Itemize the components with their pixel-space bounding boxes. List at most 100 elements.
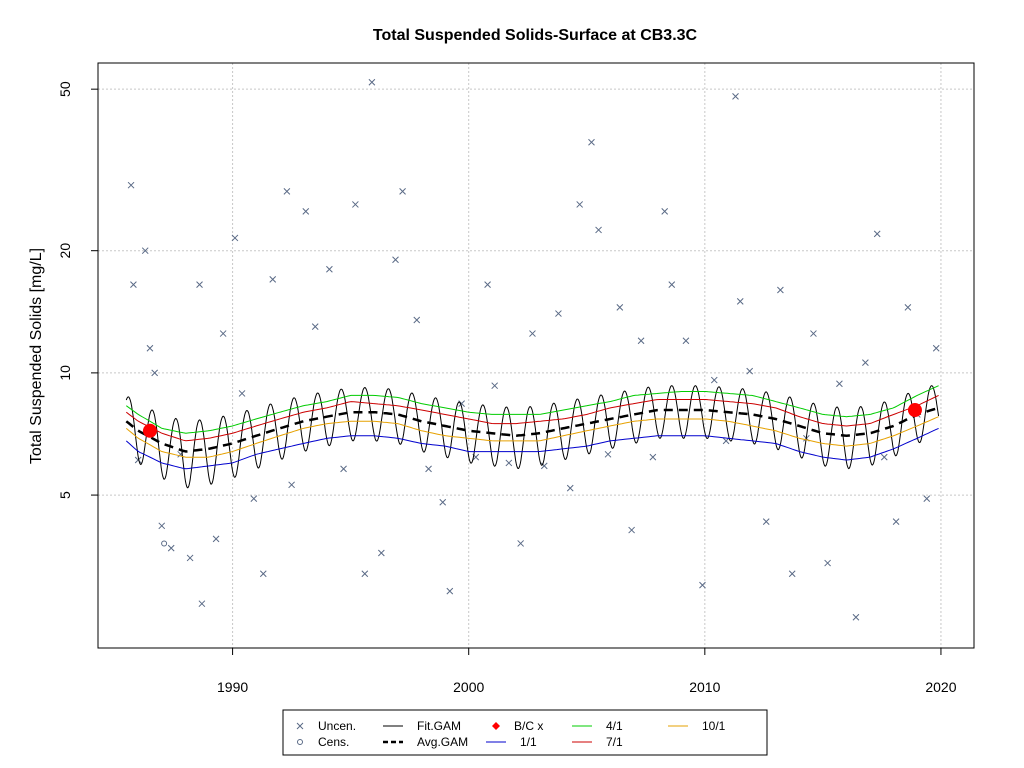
uncensored-point [219, 330, 227, 337]
uncensored-point [736, 298, 744, 305]
legend-label: 1/1 [520, 735, 537, 749]
series-line-4-1 [126, 385, 939, 434]
x-axis: 1990 2000 2010 2020 [217, 647, 957, 695]
y-tick-label: 20 [57, 243, 73, 259]
uncensored-point [352, 201, 359, 208]
uncensored-point [186, 554, 194, 562]
y-axis-label: Total Suspended Solids [mg/L] [28, 248, 45, 464]
legend-label: 10/1 [702, 719, 726, 733]
legend-label: Uncen. [318, 719, 356, 733]
legend-label: 7/1 [606, 735, 623, 749]
uncensored-point [311, 323, 319, 330]
legend-label: 4/1 [606, 719, 623, 733]
uncensored-point [413, 316, 421, 324]
x-tick-label: 1990 [217, 679, 248, 695]
gam-curves [125, 385, 940, 489]
uncensored-point [326, 265, 333, 273]
uncensored-point [588, 138, 595, 146]
uncensored-point [852, 613, 860, 621]
censored-points [161, 540, 168, 547]
bc-points [142, 403, 922, 438]
uncensored-point [134, 456, 142, 464]
uncensored-point [555, 310, 562, 317]
uncensored-point [283, 188, 291, 195]
legend-item-cens-: Cens. [297, 735, 349, 749]
uncensored-point [637, 337, 645, 345]
uncensored-point [167, 544, 175, 552]
uncensored-point [892, 518, 900, 526]
legend-item-10-1: 10/1 [668, 719, 726, 733]
legend-item-avg-gam: Avg.GAM [383, 735, 468, 749]
uncensored-point [529, 330, 536, 337]
legend-item-fit-gam: Fit.GAM [383, 719, 461, 733]
uncensored-point [198, 600, 206, 608]
uncensored-point [439, 498, 447, 506]
uncensored-point [288, 481, 295, 489]
uncensored-points [127, 78, 940, 621]
bc-point [142, 423, 157, 438]
uncensored-point [616, 304, 624, 311]
uncensored-point [661, 208, 669, 215]
uncensored-point [368, 78, 376, 86]
legend-item-7-1: 7/1 [572, 735, 623, 749]
uncensored-point [505, 459, 513, 467]
legend: Uncen. Cens. Fit.GAM Avg.GAM B/C x 1/1 4/1 7/1 1… [282, 709, 768, 756]
uncensored-point [873, 230, 881, 238]
uncensored-point [141, 247, 149, 255]
uncensored-point [722, 437, 730, 445]
uncensored-point [484, 281, 491, 288]
uncensored-point [604, 450, 612, 458]
fit-gam-line [125, 385, 940, 489]
x-tick-label: 2000 [453, 679, 484, 695]
legend-item-uncen-: Uncen. [296, 719, 356, 733]
uncensored-point [269, 275, 277, 283]
series-line-7-1 [125, 394, 939, 442]
uncensored-point [810, 330, 817, 337]
y-axis: 5 10 20 50 [57, 81, 99, 499]
uncensored-point [196, 281, 203, 288]
uncensored-point [682, 337, 690, 345]
uncensored-point [250, 495, 258, 502]
uncensored-point [540, 462, 548, 470]
uncensored-point [399, 188, 406, 195]
legend-symbol [492, 722, 500, 730]
legend-label: Fit.GAM [417, 719, 461, 733]
uncensored-point [836, 380, 843, 388]
uncensored-point [238, 390, 246, 397]
series-line-1-1 [125, 427, 939, 470]
series-line-10-1 [125, 416, 939, 458]
uncensored-point [361, 570, 369, 578]
uncensored-point [566, 484, 574, 492]
uncensored-point [377, 549, 385, 557]
uncensored-point [146, 344, 154, 352]
uncensored-point [425, 465, 432, 473]
uncensored-point [212, 535, 220, 543]
uncensored-point [259, 570, 267, 578]
censored-point [161, 540, 168, 547]
uncensored-point [158, 522, 166, 530]
y-tick-label: 5 [57, 491, 73, 499]
avg-gam-line [125, 406, 939, 453]
legend-box [282, 709, 768, 756]
uncensored-point [446, 587, 454, 595]
uncensored-point [628, 526, 635, 534]
chart-title: Total Suspended Solids-Surface at CB3.3C [373, 27, 698, 44]
uncensored-point [904, 304, 912, 311]
uncensored-point [788, 570, 796, 578]
uncensored-point [880, 453, 888, 461]
uncensored-point [491, 382, 499, 390]
y-tick-label: 50 [57, 81, 73, 97]
legend-label: B/C x [514, 719, 543, 733]
legend-label: Cens. [318, 735, 349, 749]
uncensored-point [231, 234, 239, 242]
uncensored-point [151, 369, 159, 377]
uncensored-point [762, 518, 770, 526]
legend-label: Avg.GAM [417, 735, 468, 749]
uncensored-point [302, 208, 310, 215]
x-tick-label: 2020 [925, 679, 956, 695]
legend-item-1-1: 1/1 [486, 735, 537, 749]
legend-symbol [297, 739, 303, 745]
grid-lines [98, 63, 974, 648]
uncensored-point [130, 281, 137, 288]
